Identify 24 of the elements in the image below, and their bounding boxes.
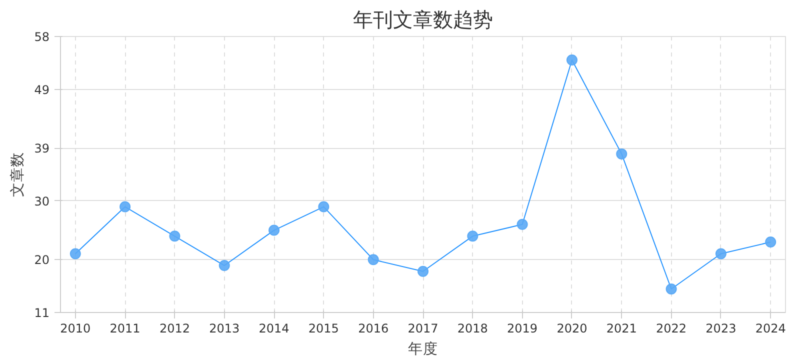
- y-tick-label: 30: [34, 194, 50, 208]
- y-axis-title: 文章数: [9, 152, 26, 197]
- y-tick-label: 39: [34, 142, 50, 156]
- x-tick-label: 2020: [556, 322, 588, 336]
- x-tick-label: 2014: [258, 322, 290, 336]
- x-tick-label: 2010: [60, 322, 91, 336]
- y-tick-label: 49: [34, 82, 50, 97]
- x-tick-label: 2021: [606, 322, 637, 336]
- x-tick-label: 2023: [706, 322, 736, 336]
- x-tick-label: 2013: [209, 322, 240, 336]
- y-tick-label: 20: [34, 253, 50, 268]
- y-tick-label: 11: [34, 306, 50, 320]
- x-axis-title: 年度: [408, 340, 438, 358]
- x-tick-label: 2022: [656, 322, 687, 336]
- x-tick-label: 2012: [159, 322, 190, 336]
- x-tick-label: 2018: [457, 322, 488, 336]
- x-tick-label: 2024: [755, 322, 786, 336]
- y-tick-label: 58: [34, 30, 50, 44]
- x-tick-label: 2011: [110, 322, 140, 336]
- x-tick-label: 2016: [358, 322, 389, 336]
- x-tick-label: 2015: [308, 322, 339, 336]
- x-tick-label: 2019: [507, 322, 538, 336]
- x-tick-label: 2017: [408, 322, 438, 336]
- chart-title: 年刊文章数趋势: [353, 8, 493, 32]
